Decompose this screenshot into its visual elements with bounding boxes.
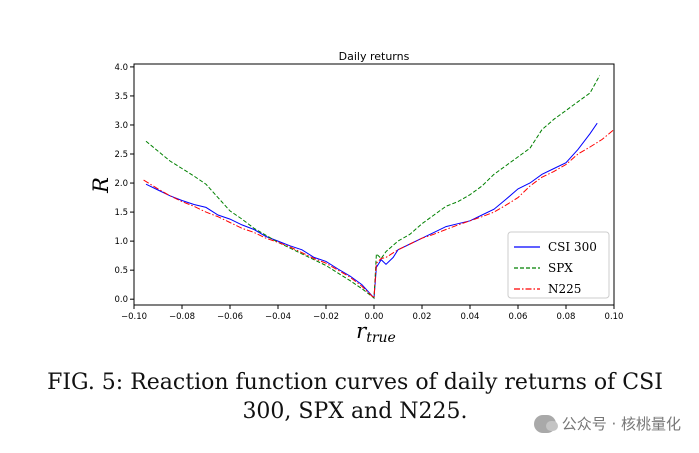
y-axis: 0.0 0.5 1.0 1.5 2.0 2.5 3.0 3.5 4.0 bbox=[114, 63, 134, 305]
wechat-icon bbox=[533, 414, 558, 433]
x-tick-label: −0.04 bbox=[265, 312, 291, 322]
figure-caption: FIG. 5: Reaction function curves of dail… bbox=[47, 370, 663, 424]
series-lines bbox=[143, 75, 615, 300]
x-tick-label: 0.06 bbox=[509, 312, 528, 322]
x-axis-label-sub: true bbox=[366, 330, 396, 346]
series-line-csi-300 bbox=[145, 122, 598, 300]
series-line-n225 bbox=[143, 129, 615, 300]
y-tick-label: 1.5 bbox=[114, 208, 128, 218]
x-axis-label-main: r bbox=[356, 319, 368, 343]
x-tick-label: −0.06 bbox=[217, 312, 243, 322]
y-tick-label: 3.5 bbox=[114, 92, 128, 102]
y-tick-label: 1.0 bbox=[114, 237, 128, 247]
legend-box bbox=[507, 231, 610, 299]
series-line-spx bbox=[145, 75, 601, 299]
y-axis-label: R bbox=[89, 177, 113, 194]
legend: CSI 300 SPX N225 bbox=[507, 231, 610, 299]
x-tick-label: −0.02 bbox=[313, 312, 339, 322]
watermark: 公众号 · 核桃量化 bbox=[533, 413, 681, 434]
x-axis: −0.10 −0.08 −0.06 −0.04 −0.02 0.00 0.02 0.04 0.0… bbox=[121, 305, 624, 322]
y-tick-label: 4.0 bbox=[114, 63, 128, 73]
legend-label: N225 bbox=[548, 282, 581, 296]
y-tick-label: 3.0 bbox=[114, 121, 128, 131]
x-tick-label: 0.08 bbox=[557, 312, 576, 322]
x-tick-label: 0.02 bbox=[413, 312, 432, 322]
x-tick-label: −0.10 bbox=[121, 312, 147, 322]
legend-label: CSI 300 bbox=[548, 240, 597, 254]
y-tick-label: 2.5 bbox=[114, 150, 128, 160]
legend-label: SPX bbox=[548, 261, 573, 275]
x-tick-label: 0.00 bbox=[365, 312, 384, 322]
watermark-text: 公众号 · 核桃量化 bbox=[561, 415, 681, 433]
y-tick-label: 2.0 bbox=[114, 179, 128, 189]
y-tick-label: 0.5 bbox=[114, 266, 128, 276]
x-tick-label: −0.08 bbox=[169, 312, 195, 322]
y-tick-label: 0.0 bbox=[114, 295, 128, 305]
x-tick-label: 0.10 bbox=[605, 312, 624, 322]
chart-title: Daily returns bbox=[339, 50, 410, 63]
x-tick-label: 0.04 bbox=[461, 312, 480, 322]
reaction-function-chart: Daily returns −0.10 −0.08 −0.06 −0.04 −0.02 0… bbox=[89, 50, 624, 346]
x-axis-label: rtrue bbox=[356, 319, 396, 346]
